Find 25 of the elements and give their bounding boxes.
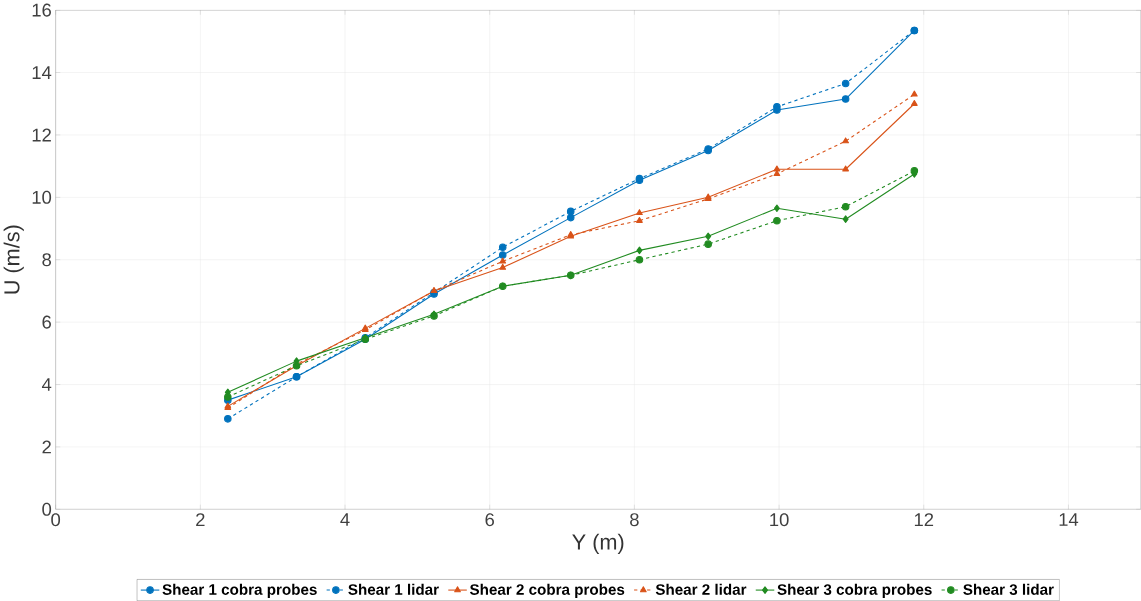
x-tick-label: 0: [51, 513, 61, 527]
y-tick-label: 6: [42, 315, 51, 329]
y-tick-label: 10: [32, 190, 52, 204]
x-tick-label: 14: [1059, 513, 1079, 526]
legend-label: Shear 3 lidar: [963, 583, 1054, 595]
x-tick-label: 12: [914, 513, 934, 527]
x-tick-label: 4: [340, 513, 350, 526]
y-tick-label: 12: [32, 128, 51, 142]
y-tick-label: 4: [41, 378, 52, 391]
legend-label: Shear 2 cobra probes: [469, 583, 625, 598]
y-tick-label: 2: [42, 440, 51, 454]
y-axis-title: U (m/s): [3, 225, 24, 294]
y-tick-label: 0: [42, 502, 52, 516]
x-tick-label: 2: [196, 513, 205, 527]
x-axis-title: Y (m): [572, 533, 624, 554]
x-tick-label: 6: [485, 513, 495, 527]
legend-label: Shear 3 cobra probes: [777, 583, 932, 598]
y-tick-label: 16: [32, 3, 51, 17]
legend-label: Shear 1 cobra probes: [162, 583, 317, 598]
x-tick-label: 8: [630, 513, 639, 527]
x-tick-label: 10: [770, 513, 789, 527]
legend-label: Shear 1 lidar: [348, 583, 439, 595]
legend-label: Shear 2 lidar: [655, 583, 747, 595]
y-tick-label: 14: [32, 66, 52, 79]
y-tick-label: 8: [42, 253, 52, 267]
